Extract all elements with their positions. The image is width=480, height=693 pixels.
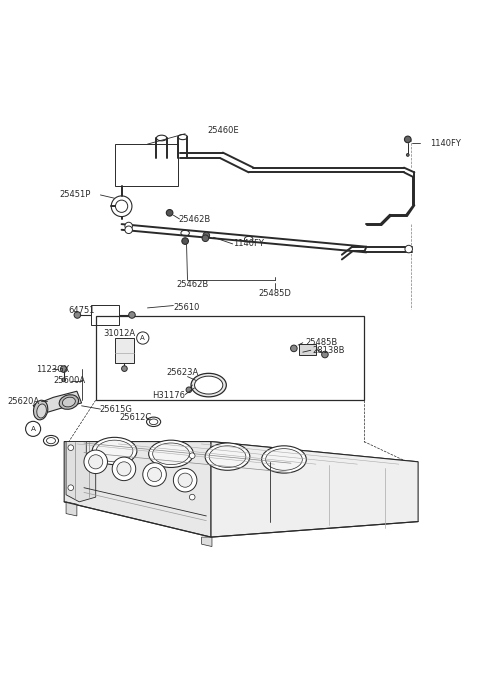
Text: 25451P: 25451P [60,191,91,200]
Ellipse shape [149,419,158,425]
Circle shape [112,457,136,481]
Polygon shape [64,441,211,537]
Ellipse shape [149,440,193,468]
Text: 25612C: 25612C [120,412,152,421]
Circle shape [405,136,411,143]
Bar [115,144,178,186]
Text: 25623A: 25623A [167,368,199,377]
Circle shape [186,387,192,393]
Circle shape [137,332,149,344]
Circle shape [203,232,210,238]
Circle shape [121,366,127,371]
Circle shape [62,378,66,382]
Circle shape [25,421,41,437]
Text: 25615G: 25615G [99,405,132,414]
Text: 25462B: 25462B [179,215,211,224]
Text: 1140FY: 1140FY [430,139,461,148]
Ellipse shape [34,401,48,420]
Ellipse shape [194,376,223,394]
Text: A: A [141,335,145,341]
Text: 1123GX: 1123GX [36,365,69,374]
Circle shape [178,473,192,487]
Text: 25485D: 25485D [258,289,291,298]
Ellipse shape [44,435,59,446]
Ellipse shape [262,446,306,473]
Ellipse shape [47,437,56,444]
Bar [91,305,119,325]
Text: H31176: H31176 [152,391,185,400]
Text: 25600A: 25600A [53,376,85,385]
Ellipse shape [244,236,253,242]
Bar [299,344,316,355]
Circle shape [147,468,162,482]
Ellipse shape [59,395,79,410]
Circle shape [116,200,128,212]
Circle shape [202,235,209,242]
Polygon shape [66,441,96,502]
Circle shape [125,226,132,234]
Ellipse shape [205,443,250,471]
Circle shape [290,345,297,351]
Polygon shape [66,502,77,516]
Circle shape [190,494,195,500]
Circle shape [173,468,197,492]
Ellipse shape [96,440,133,462]
Ellipse shape [146,417,161,426]
Text: A: A [31,426,36,432]
Text: 25462B: 25462B [176,280,208,289]
Circle shape [143,463,166,486]
Ellipse shape [92,437,137,464]
Ellipse shape [62,397,75,407]
Circle shape [74,312,81,318]
Text: 31012A: 31012A [103,328,135,337]
Text: 25620A: 25620A [7,396,39,405]
Ellipse shape [265,448,302,471]
Circle shape [322,351,328,358]
Circle shape [182,238,189,245]
Polygon shape [64,441,418,462]
Ellipse shape [191,374,227,397]
Text: 28138B: 28138B [312,346,345,355]
Circle shape [129,312,135,318]
Ellipse shape [181,230,190,236]
Circle shape [166,209,173,216]
Text: 1140FY: 1140FY [233,239,264,248]
Text: 25610: 25610 [173,304,200,313]
Circle shape [68,485,73,491]
Bar [96,317,364,400]
Ellipse shape [209,446,246,468]
Circle shape [89,455,103,469]
Text: 64751: 64751 [68,306,95,315]
Circle shape [190,453,195,459]
Polygon shape [202,537,212,547]
Ellipse shape [178,134,188,140]
Polygon shape [33,392,82,414]
Circle shape [68,445,73,450]
Circle shape [84,450,108,473]
Circle shape [60,366,67,372]
Ellipse shape [156,135,167,141]
Circle shape [125,222,132,230]
Ellipse shape [37,404,47,418]
Circle shape [405,245,412,253]
Ellipse shape [153,443,190,464]
Polygon shape [211,441,418,537]
Text: 25485B: 25485B [305,338,337,347]
Circle shape [407,154,409,157]
Circle shape [111,196,132,217]
Circle shape [117,462,131,476]
Text: 25460E: 25460E [207,126,239,135]
Bar [115,338,134,362]
